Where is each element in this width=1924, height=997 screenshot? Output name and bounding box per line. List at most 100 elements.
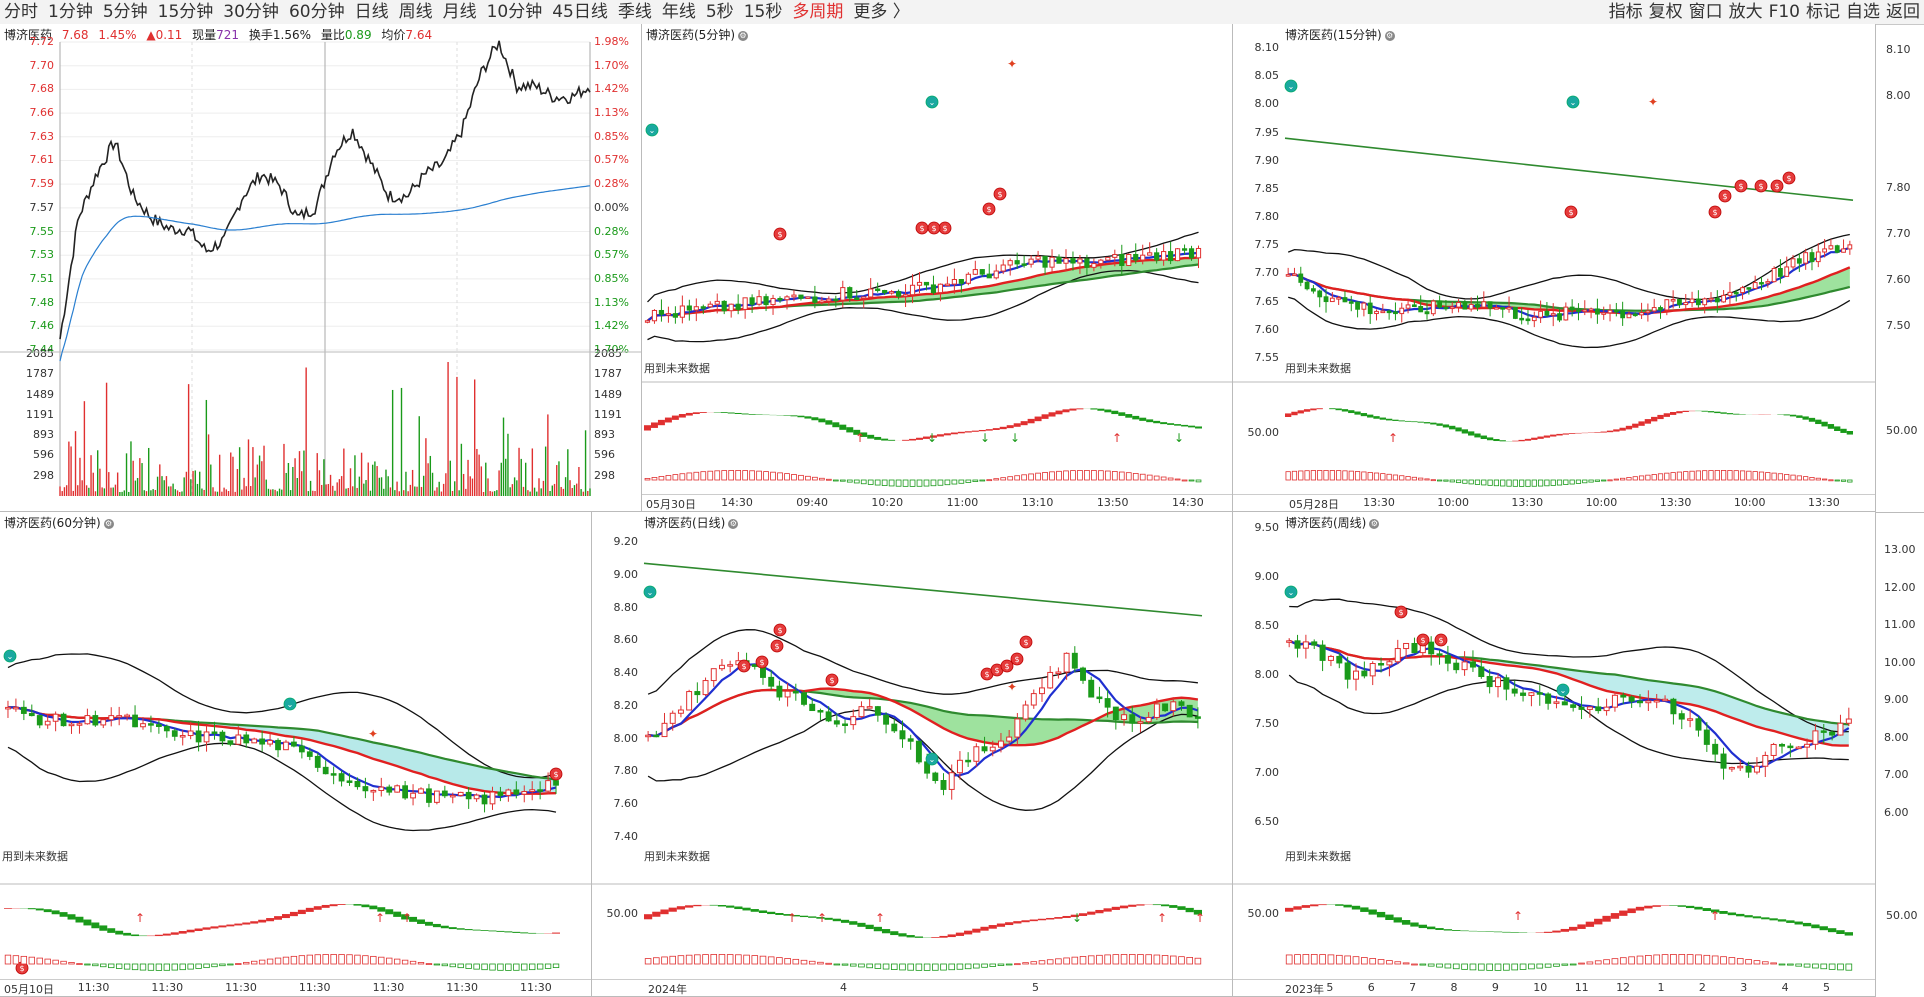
candle-body <box>76 723 83 726</box>
signal-red-icon: $ <box>1782 171 1796 185</box>
period-tab[interactable]: 1分钟 <box>48 2 93 22</box>
period-tab[interactable]: 15分钟 <box>157 2 214 22</box>
indicator-bar <box>1348 470 1354 481</box>
candle-body <box>868 288 874 298</box>
period-tab[interactable]: 更多 〉 <box>853 2 910 22</box>
last-price: 7.68 <box>61 28 89 42</box>
candle-body <box>986 273 992 279</box>
indicator-bar <box>1736 958 1744 965</box>
tool-button[interactable]: 自选 <box>1846 2 1880 22</box>
candle-body <box>1161 251 1167 261</box>
indicator-bar <box>1419 963 1427 966</box>
tool-button[interactable]: 复权 <box>1648 2 1683 22</box>
intraday-chart[interactable] <box>0 24 642 512</box>
indicator-bar <box>425 963 433 965</box>
price-tick: 7.53 <box>29 248 55 262</box>
settings-icon[interactable]: ⚙ <box>728 518 739 529</box>
period-tab[interactable]: 45日线 <box>552 2 608 22</box>
tool-button[interactable]: F10 <box>1768 2 1800 22</box>
period-tab[interactable]: 季线 <box>617 2 652 22</box>
time-label: 11:30 <box>151 981 184 994</box>
period-tab[interactable]: 5秒 <box>705 2 734 22</box>
indicator-bar <box>1377 959 1385 965</box>
avg-value: 7.64 <box>405 28 433 42</box>
candle-body <box>915 740 922 763</box>
candle-body <box>1557 313 1562 321</box>
tool-button[interactable]: 返回 <box>1886 2 1920 22</box>
tool-button[interactable]: 指标 <box>1608 2 1643 22</box>
indicator-bar <box>1758 471 1765 481</box>
indicator-bar <box>874 479 881 486</box>
candle-body <box>644 320 651 323</box>
indicator-bar <box>1536 963 1544 969</box>
candle-body <box>1194 716 1201 719</box>
tool-menu: 指标 复权 窗口 放大 F10 标记 自选 返回 <box>1603 2 1920 22</box>
indicator-bar <box>171 963 178 971</box>
candle-body <box>1077 258 1083 264</box>
candle-body <box>1595 308 1600 315</box>
period-tab[interactable]: 60分钟 <box>288 2 345 22</box>
signal-down-icon: ⌄ <box>1556 683 1570 697</box>
time-axis-15min: 05月28日 13:30 10:00 13:30 10:00 13:30 10:00 13:3… <box>1233 494 1875 511</box>
change-value: ▲0.11 <box>146 28 183 42</box>
settings-icon[interactable]: ⚙ <box>738 30 748 41</box>
period-tab[interactable]: 月线 <box>442 2 477 22</box>
indicator-bar <box>742 470 748 481</box>
candle-body <box>658 309 665 315</box>
candle-body <box>672 313 678 318</box>
period-tab[interactable]: 15秒 <box>743 2 783 22</box>
indicator-bar <box>370 955 377 965</box>
indicator-bar <box>1620 477 1626 481</box>
period-tab[interactable]: 10分钟 <box>486 2 543 22</box>
candle-body <box>883 714 890 725</box>
indicator-bar <box>686 472 693 481</box>
candle-body <box>426 788 432 803</box>
settings-icon[interactable]: ⚙ <box>1384 30 1395 41</box>
indicator-bar <box>1528 963 1535 970</box>
signal-red-icon: $ <box>1019 635 1033 649</box>
indicator-bar <box>1556 479 1563 486</box>
candle-body <box>1834 245 1840 253</box>
period-tab[interactable]: 年线 <box>661 2 696 22</box>
candle-body <box>116 715 123 718</box>
tool-button[interactable]: 标记 <box>1806 2 1840 22</box>
kline-chart-15min[interactable]: ⌄ ⌄ ✦ $ $ $ $ $ $ $ ↑ <box>1233 24 1876 512</box>
kline-chart-60min[interactable]: ⌄ ⌄ ✦ $ $ ↑ ↑ ↑ <box>0 512 592 997</box>
indicator-bar <box>409 960 417 965</box>
indicator-bar <box>833 963 841 966</box>
indicator-bar <box>1834 479 1840 482</box>
settings-icon[interactable]: ⚙ <box>1369 518 1380 529</box>
candle-body <box>513 789 520 795</box>
period-tab[interactable]: 分时 <box>4 2 38 22</box>
period-tab[interactable]: 多周期 <box>792 2 844 22</box>
candle-body <box>291 741 297 747</box>
indicator-bar <box>1367 472 1373 481</box>
period-tab[interactable]: 周线 <box>398 2 433 22</box>
candle-body <box>1525 318 1531 322</box>
kline-chart-weekly[interactable]: ⌄ $ $ $ ⌄ ↑ ↑ <box>1233 512 1876 997</box>
period-tab[interactable]: 30分钟 <box>223 2 279 22</box>
indicator-bar <box>1063 470 1069 481</box>
kline-chart-5min[interactable]: ⌄ $ $ $ $ $ $ ⌄ ✦ ↑ ↓ ↓ ↓ ↑ ↓ <box>642 24 1233 512</box>
indicator-bar <box>669 955 676 965</box>
time-label: 10:00 <box>1733 496 1766 509</box>
candle-body <box>1702 298 1708 306</box>
indicator-bar <box>417 962 425 965</box>
indicator-bar <box>700 471 707 481</box>
indicator-bar <box>891 963 898 970</box>
candle-body <box>1411 642 1418 654</box>
settings-icon[interactable]: ⚙ <box>103 518 114 529</box>
candle-body <box>958 278 964 284</box>
tool-button[interactable]: 窗口 <box>1688 2 1723 22</box>
price-tick: 7.00 <box>1884 768 1909 781</box>
time-label: 13:30 <box>1808 496 1840 509</box>
indicator-bar <box>1636 955 1644 965</box>
period-tab[interactable]: 日线 <box>354 2 389 22</box>
candle-body <box>784 296 790 301</box>
period-tab[interactable]: 5分钟 <box>102 2 148 22</box>
time-label: 2023年 <box>1285 983 1324 996</box>
candle-body <box>100 719 107 726</box>
tool-button[interactable]: 放大 <box>1728 2 1763 22</box>
kline-chart-daily[interactable]: ⌄ $ $ $ $ $ $ $ $ $ $ ✦ ⌄ ↑ ↑ ↑ ↓ ↑ ↑ <box>592 512 1233 997</box>
time-label: 4 <box>1781 981 1789 994</box>
